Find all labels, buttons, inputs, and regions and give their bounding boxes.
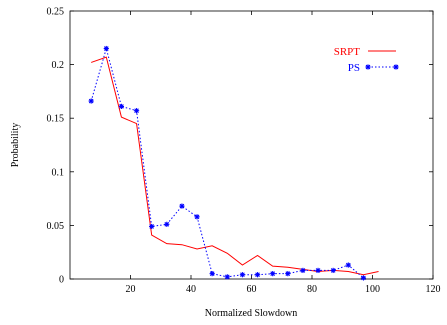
legend-marker-ps <box>365 64 371 70</box>
x-tick-label: 40 <box>186 284 196 295</box>
data-point-ps <box>300 267 306 274</box>
data-point-ps <box>285 271 291 277</box>
y-tick-label: 0.05 <box>47 221 65 232</box>
y-tick-label: 0.1 <box>52 167 65 178</box>
x-axis-label: Normalized Slowdown <box>205 308 298 319</box>
legend-marker-ps <box>393 64 399 70</box>
x-tick-label: 120 <box>426 284 441 295</box>
data-point-ps <box>209 271 215 277</box>
series-layer <box>88 45 379 281</box>
data-point-ps <box>224 274 230 280</box>
data-point-ps <box>164 221 170 227</box>
y-tick-label: 0.25 <box>47 7 65 18</box>
data-point-ps <box>254 272 261 278</box>
y-tick-label: 0 <box>59 275 64 286</box>
data-point-ps <box>194 214 200 220</box>
data-point-ps <box>103 45 109 52</box>
data-point-ps <box>345 262 351 268</box>
data-point-ps <box>330 267 336 274</box>
data-point-ps <box>179 203 185 209</box>
data-point-ps <box>88 98 94 104</box>
y-axis-label: Probability <box>10 123 21 167</box>
data-point-ps <box>315 267 321 274</box>
y-tick-label: 0.15 <box>47 114 65 125</box>
data-point-ps <box>239 272 246 278</box>
y-tick-label: 0.2 <box>52 60 65 71</box>
series-line-ps <box>90 46 364 279</box>
x-tick-label: 80 <box>307 284 317 295</box>
data-point-ps <box>360 275 367 281</box>
x-tick-label: 100 <box>365 284 380 295</box>
data-point-ps <box>118 103 125 110</box>
x-tick-label: 20 <box>126 284 136 295</box>
x-tick-label: 60 <box>247 284 257 295</box>
legend-label-srpt: SRPT <box>334 46 361 58</box>
series-line-srpt <box>91 56 379 276</box>
legend-label-ps: PS <box>348 62 360 74</box>
ticks-layer: 20 40 60 80 100 120 0 0.05 0.1 0.15 0.2 0.25 <box>47 7 441 296</box>
data-point-ps <box>133 108 140 114</box>
legend: SRPT PS <box>334 46 399 74</box>
data-point-ps <box>270 271 276 277</box>
data-point-ps <box>149 223 155 230</box>
